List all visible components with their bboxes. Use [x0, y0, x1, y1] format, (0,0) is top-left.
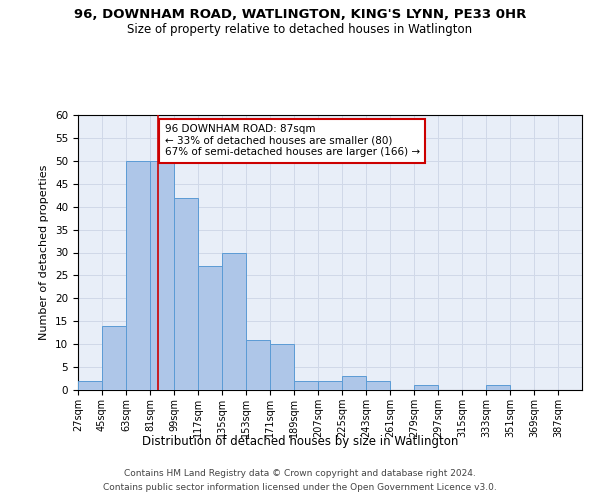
Bar	[102, 326, 126, 390]
Text: Contains public sector information licensed under the Open Government Licence v3: Contains public sector information licen…	[103, 484, 497, 492]
Bar	[486, 386, 510, 390]
Bar	[174, 198, 198, 390]
Bar	[342, 376, 366, 390]
Bar	[126, 161, 150, 390]
Text: Distribution of detached houses by size in Watlington: Distribution of detached houses by size …	[142, 435, 458, 448]
Text: Size of property relative to detached houses in Watlington: Size of property relative to detached ho…	[127, 22, 473, 36]
Bar	[78, 381, 102, 390]
Bar	[198, 266, 222, 390]
Bar	[414, 386, 438, 390]
Bar	[150, 161, 174, 390]
Text: Contains HM Land Registry data © Crown copyright and database right 2024.: Contains HM Land Registry data © Crown c…	[124, 468, 476, 477]
Bar	[222, 252, 246, 390]
Bar	[318, 381, 342, 390]
Bar	[246, 340, 270, 390]
Text: 96, DOWNHAM ROAD, WATLINGTON, KING'S LYNN, PE33 0HR: 96, DOWNHAM ROAD, WATLINGTON, KING'S LYN…	[74, 8, 526, 20]
Text: 96 DOWNHAM ROAD: 87sqm
← 33% of detached houses are smaller (80)
67% of semi-det: 96 DOWNHAM ROAD: 87sqm ← 33% of detached…	[164, 124, 420, 158]
Bar	[270, 344, 294, 390]
Bar	[366, 381, 390, 390]
Bar	[294, 381, 318, 390]
Y-axis label: Number of detached properties: Number of detached properties	[40, 165, 49, 340]
